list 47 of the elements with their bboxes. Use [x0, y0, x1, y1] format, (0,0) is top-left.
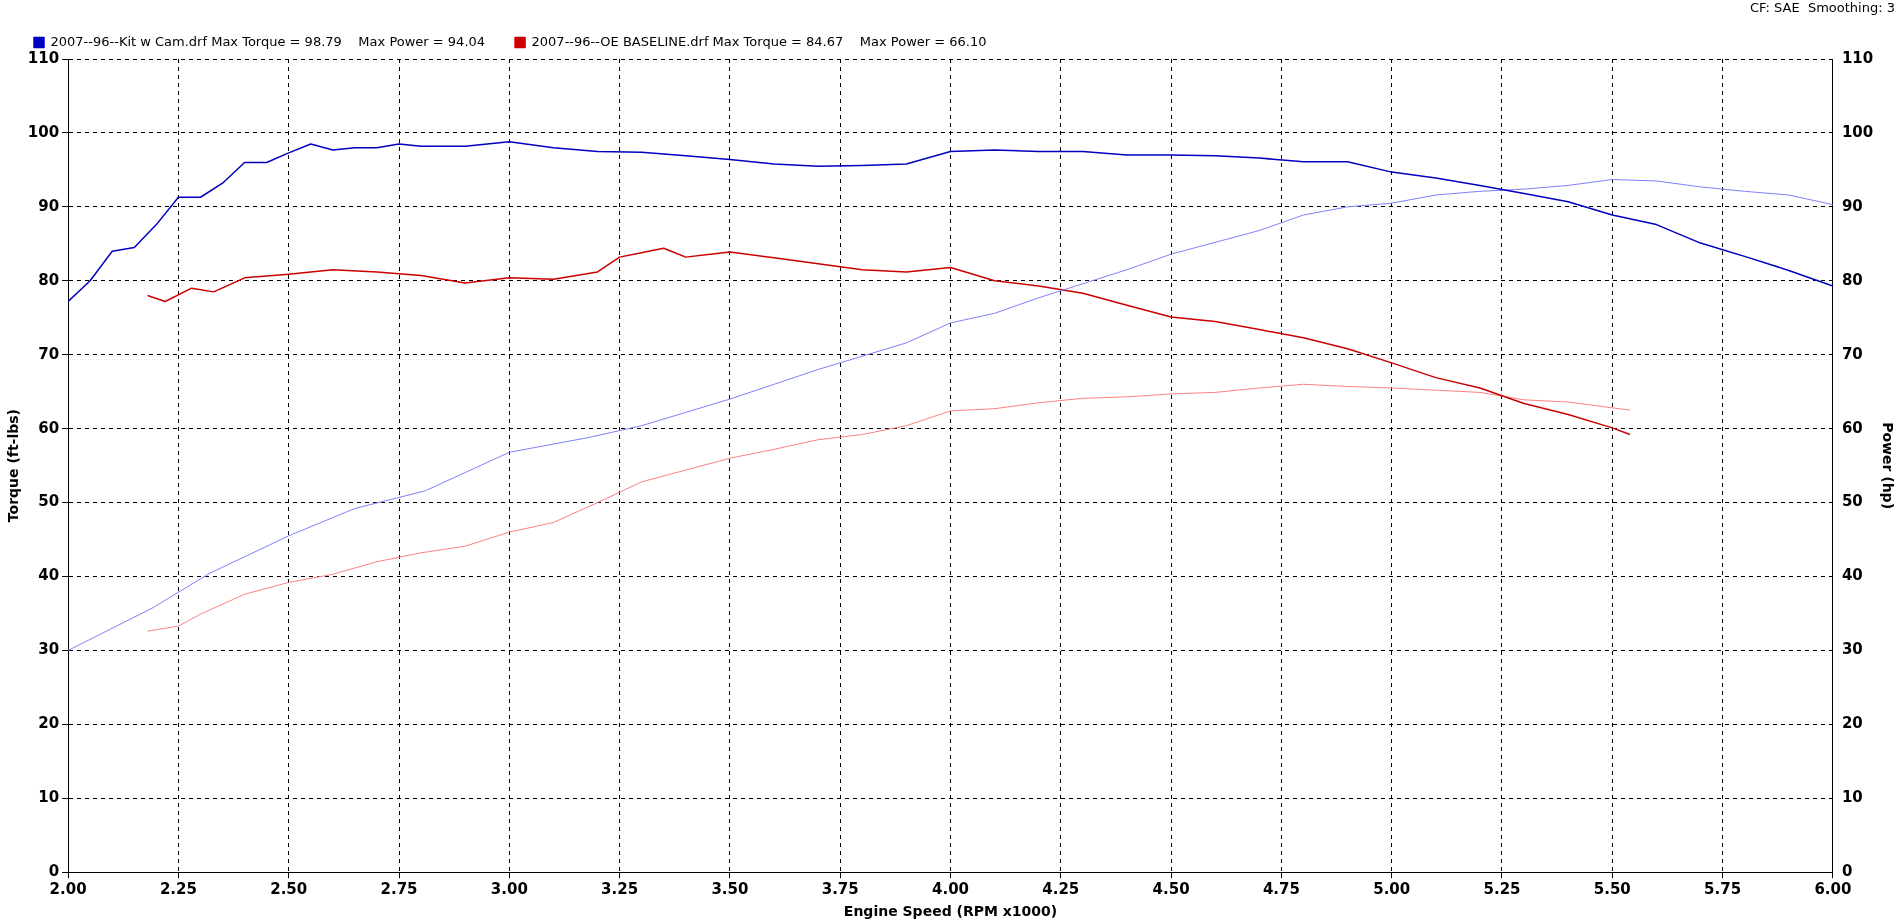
y-tick-label: 10 [38, 788, 60, 807]
y2-tick-label: 60 [1841, 418, 1863, 437]
x-tick-label: 2.00 [49, 880, 87, 899]
x-tick-label: 4.25 [1042, 880, 1080, 899]
y-tick-label: 40 [38, 566, 60, 585]
y-tick-label: 80 [38, 270, 60, 289]
x-tick-label: 5.50 [1593, 880, 1631, 899]
y2-tick-label: 10 [1841, 788, 1863, 807]
x-axis-title: Engine Speed (RPM x1000) [843, 903, 1058, 920]
y2-tick-label: 50 [1841, 492, 1863, 511]
x-tick-label: 2.75 [380, 880, 418, 899]
y-tick-label: 0 [48, 862, 60, 881]
y2-tick-label: 20 [1841, 714, 1863, 733]
x-tick-label: 4.75 [1262, 880, 1300, 899]
y2-axis-title: Power (hp) [1879, 422, 1896, 510]
y2-tick-label: 100 [1841, 122, 1874, 141]
y2-tick-label: 30 [1841, 640, 1863, 659]
y-tick-label: 90 [38, 196, 60, 215]
x-tick-label: 5.25 [1483, 880, 1521, 899]
x-tick-label: 6.00 [1814, 880, 1852, 899]
legend-label: 2007--96--Kit w Cam.drf Max Torque = 98.79 Max Power = 94.04 [50, 33, 486, 49]
y-tick-label: 20 [38, 714, 60, 733]
x-tick-label: 3.00 [490, 880, 528, 899]
x-tick-label: 2.25 [159, 880, 197, 899]
x-tick-label: 5.75 [1704, 880, 1742, 899]
y2-tick-label: 80 [1841, 270, 1863, 289]
y2-tick-label: 40 [1841, 566, 1863, 585]
y-tick-label: 110 [27, 48, 60, 67]
y2-tick-label: 110 [1841, 48, 1874, 67]
y2-tick-label: 70 [1841, 344, 1863, 363]
y-tick-label: 30 [38, 640, 60, 659]
y2-tick-label: 0 [1841, 862, 1853, 881]
y-tick-label: 70 [38, 344, 60, 363]
x-tick-label: 3.50 [711, 880, 749, 899]
y-tick-label: 100 [27, 122, 60, 141]
text: CF: SAE Smoothing: 3 [1750, 0, 1895, 15]
x-tick-label: 5.00 [1373, 880, 1411, 899]
y-tick-label: 60 [38, 418, 60, 437]
x-tick-label: 3.75 [821, 880, 859, 899]
x-tick-label: 4.00 [931, 880, 970, 899]
x-tick-label: 4.50 [1152, 880, 1190, 899]
y2-tick-label: 90 [1841, 196, 1863, 215]
legend-label: 2007--96--OE BASELINE.drf Max Torque = 84.67 Max Power = 66.10 [531, 33, 987, 49]
x-tick-label: 2.50 [270, 880, 308, 899]
y-axis-title: Torque (ft-lbs) [5, 409, 22, 523]
y-tick-label: 50 [38, 492, 60, 511]
x-tick-label: 3.25 [601, 880, 639, 899]
